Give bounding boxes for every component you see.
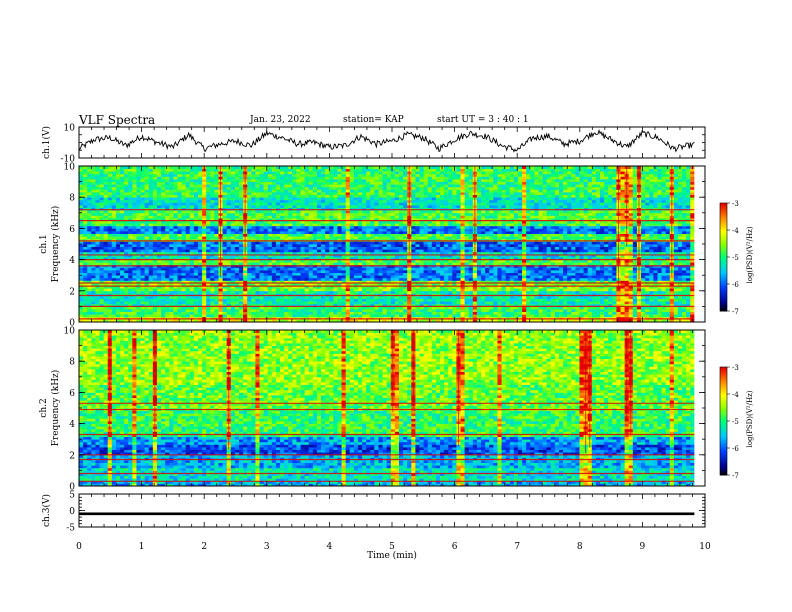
x-tick-label: 1 xyxy=(139,542,145,552)
colorbar-tick-label: -3 xyxy=(732,200,739,208)
y-tick-label: 0 xyxy=(69,483,75,493)
colorbar-label: log(PSD)(V²/Hz) xyxy=(746,226,754,283)
ch2-ylabel-channel: ch.2 xyxy=(39,398,49,417)
ch2-spectrogram-cells xyxy=(79,330,695,487)
x-tick-label: 0 xyxy=(76,542,82,552)
no-data-area xyxy=(694,330,705,486)
y-tick-label: 4 xyxy=(69,420,75,430)
x-tick-label: 9 xyxy=(640,542,646,552)
y-tick-label: 8 xyxy=(69,358,75,368)
y-tick-label: 2 xyxy=(69,287,75,297)
ch1-ylabel: ch.1(V) xyxy=(41,126,52,159)
ch1-spectrogram-cells xyxy=(79,166,695,323)
y-tick-label: 0 xyxy=(69,319,75,329)
x-tick-label: 3 xyxy=(264,542,270,552)
ch3-waveform-band xyxy=(79,512,695,516)
x-axis-label: Time (min) xyxy=(367,550,417,561)
x-tick-label: 6 xyxy=(452,542,458,552)
x-tick-label: 8 xyxy=(577,542,583,552)
colorbar-tick-label: -7 xyxy=(732,308,739,316)
x-tick-label: 4 xyxy=(327,542,333,552)
colorbar-tick-label: -7 xyxy=(732,472,739,480)
y-tick-label: 6 xyxy=(69,389,75,399)
y-tick-label: 10 xyxy=(64,163,76,173)
x-tick-label: 2 xyxy=(201,542,207,552)
no-data-area xyxy=(694,166,705,322)
station-label: station= KAP xyxy=(343,115,404,125)
colorbar-tick-label: -6 xyxy=(732,445,739,453)
y-tick-label: 10 xyxy=(64,327,76,337)
y-tick-label: -10 xyxy=(61,155,76,165)
x-tick-label: 7 xyxy=(514,542,520,552)
y-tick-label: 6 xyxy=(69,225,75,235)
y-tick-label: 8 xyxy=(69,194,75,204)
colorbar-tick-label: -5 xyxy=(732,254,739,262)
x-tick-label: 5 xyxy=(389,542,395,552)
y-tick-label: 0 xyxy=(69,507,75,517)
ch1-colorbar xyxy=(720,203,727,312)
ch1-ylabel-frequency: Frequency (kHz) xyxy=(50,206,61,283)
ch1-ylabel-channel: ch.1 xyxy=(39,234,49,253)
y-tick-label: 4 xyxy=(69,256,75,266)
colorbar-tick-label: -3 xyxy=(732,364,739,372)
date-label: Jan. 23, 2022 xyxy=(250,115,311,125)
ch3-ylabel: ch.3(V) xyxy=(41,494,52,527)
colorbar-tick-label: -4 xyxy=(732,391,739,399)
colorbar-tick-label: -5 xyxy=(732,418,739,426)
y-tick-label: 5 xyxy=(69,491,75,501)
y-tick-label: 2 xyxy=(69,451,75,461)
x-tick-label: 10 xyxy=(699,542,711,552)
start-time-label: start UT = 3 : 40 : 1 xyxy=(437,115,529,125)
ch1-waveform-line xyxy=(78,128,695,153)
y-tick-label: 10 xyxy=(64,124,76,134)
colorbar-tick-label: -4 xyxy=(732,227,739,235)
y-tick-label: -5 xyxy=(66,524,75,534)
ch2-colorbar xyxy=(720,367,727,476)
ch2-ylabel-frequency: Frequency (kHz) xyxy=(50,370,61,447)
figure-title: VLF Spectra xyxy=(79,113,156,127)
colorbar-tick-label: -6 xyxy=(732,281,739,289)
colorbar-label: log(PSD)(V²/Hz) xyxy=(746,390,754,447)
